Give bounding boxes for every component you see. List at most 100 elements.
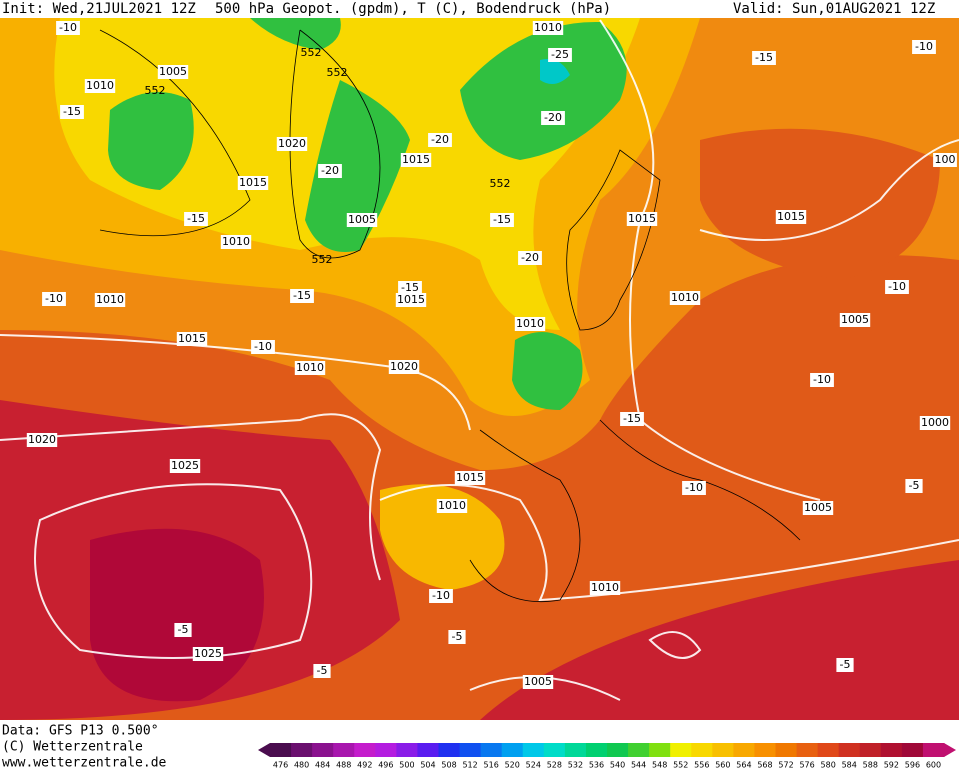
temperature-label: -5 <box>840 658 851 671</box>
colorbar-segment <box>564 743 587 757</box>
colorbar-tick-label: 580 <box>821 761 836 770</box>
isobar-label: 1005 <box>841 313 869 326</box>
colorbar-segment <box>880 743 903 757</box>
temperature-label-box <box>429 589 453 603</box>
colorbar-segment <box>543 743 566 757</box>
height-label: 552 <box>312 253 333 266</box>
height-label: 552 <box>327 66 348 79</box>
colorbar-tick-label: 484 <box>315 761 330 770</box>
colorbar-segment <box>901 743 924 757</box>
temperature-label-box <box>313 664 331 678</box>
temperature-label: -20 <box>321 164 339 177</box>
isobar-label-box <box>522 675 554 689</box>
colorbar-tick-label: 516 <box>484 761 499 770</box>
isobar-label: 1010 <box>534 21 562 34</box>
temperature-label: -20 <box>544 111 562 124</box>
temperature-label: -15 <box>187 212 205 225</box>
colorbar-segment <box>733 743 755 757</box>
colorbar-segment <box>354 743 376 757</box>
colorbar-tick-label: 564 <box>736 761 751 770</box>
temperature-label-box <box>60 105 84 119</box>
colorbar-tick-label: 520 <box>505 761 520 770</box>
temperature-label: -10 <box>45 292 63 305</box>
temperature-label: -10 <box>432 589 450 602</box>
isobar-label: 1005 <box>159 65 187 78</box>
colorbar-arrow <box>944 743 956 757</box>
isobar-label-box <box>669 291 701 305</box>
height-label: 552 <box>145 84 166 97</box>
isobar-label: 1015 <box>628 212 656 225</box>
colorbar-segment <box>438 743 461 757</box>
colorbar-segment <box>312 743 334 757</box>
colorbar-tick-label: 584 <box>842 761 857 770</box>
temperature-label-box <box>810 373 834 387</box>
isobar-label-box <box>454 471 486 485</box>
colorbar-segment <box>754 743 776 757</box>
isobar-label: 1010 <box>438 499 466 512</box>
temperature-label: -20 <box>521 251 539 264</box>
colorbar-tick-label: 548 <box>652 761 667 770</box>
colorbar-tick-label: 524 <box>526 761 541 770</box>
colorbar-tick-label: 568 <box>757 761 772 770</box>
isobar-label-box <box>176 332 208 346</box>
isobar-label-box <box>388 360 420 374</box>
temperature-label: -5 <box>909 479 920 492</box>
isobar-label-box <box>169 459 201 473</box>
colorbar-tick-label: 592 <box>884 761 899 770</box>
height-label: 552 <box>301 46 322 59</box>
isobar-label-box <box>802 501 834 515</box>
colorbar-tick-label: 540 <box>610 761 625 770</box>
isobar-label: 1015 <box>239 176 267 189</box>
isobar-label: 1020 <box>28 433 56 446</box>
colorbar-segment <box>922 743 945 757</box>
height-label: 552 <box>490 177 511 190</box>
temperature-label: -10 <box>59 21 77 34</box>
colorbar-segment <box>817 743 840 757</box>
temperature-label-box <box>290 289 314 303</box>
valid-label: Valid: Sun,01AUG2021 12Z <box>733 1 935 17</box>
colorbar-tick-label: 576 <box>799 761 814 770</box>
temperature-label: -10 <box>254 340 272 353</box>
isobar-label: 1010 <box>222 235 250 248</box>
colorbar-tick-label: 528 <box>547 761 562 770</box>
temperature-label-box <box>56 21 80 35</box>
colorbar-segment <box>796 743 819 757</box>
isobar-label: 1010 <box>516 317 544 330</box>
colorbar-tick-label: 596 <box>905 761 920 770</box>
isobar-label-box <box>933 153 957 167</box>
isobar-label-box <box>346 213 378 227</box>
isobar-label-box <box>294 361 326 375</box>
colorbar-segment <box>291 743 313 757</box>
colorbar-tick-label: 488 <box>336 761 351 770</box>
isobar-label-box <box>94 293 126 307</box>
temperature-label-box <box>541 111 565 125</box>
isobar-label: 1010 <box>591 581 619 594</box>
colorbar-segment <box>859 743 882 757</box>
colorbar-segment <box>333 743 355 757</box>
copyright: (C) Wetterzentrale <box>2 740 143 755</box>
temperature-label-box <box>836 658 854 672</box>
isobar-label-box <box>436 499 468 513</box>
colorbar-tick-label: 476 <box>273 761 288 770</box>
isobar-label: 1015 <box>402 153 430 166</box>
isobar-label-box <box>626 212 658 226</box>
isobar-label-box <box>839 313 871 327</box>
temperature-label: -15 <box>63 105 81 118</box>
temperature-label-box <box>318 164 342 178</box>
isobar-label: 1005 <box>804 501 832 514</box>
colorbar-tick-label: 600 <box>926 761 941 770</box>
colorbar-segment <box>375 743 397 757</box>
temperature-label-box <box>42 292 66 306</box>
isobar-label: 1015 <box>397 293 425 306</box>
temperature-label-box <box>912 40 936 54</box>
colorbar-segment <box>649 743 671 757</box>
temperature-label: -10 <box>685 481 703 494</box>
isobar-label-box <box>532 21 564 35</box>
data-source: Data: GFS P13 0.500° <box>2 724 159 739</box>
isobar-label-box <box>919 416 951 430</box>
colorbar-segment <box>417 743 439 757</box>
temperature-label: -5 <box>452 630 463 643</box>
isobar-label-box <box>514 317 546 331</box>
colorbar-segment <box>712 743 734 757</box>
